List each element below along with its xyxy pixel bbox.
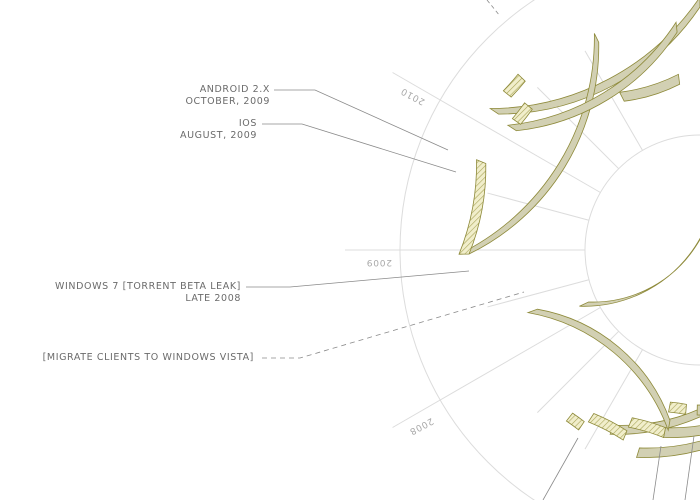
- year-label-2010: 2010: [399, 85, 427, 106]
- release-band-hatched-segment: [587, 413, 628, 441]
- release-band: [619, 73, 681, 102]
- leader-bottom-1: [542, 437, 579, 500]
- annotation-ios: IOS AUGUST, 2009: [180, 118, 257, 142]
- leader-android: [274, 89, 449, 151]
- leader-top: [486, 0, 501, 17]
- year-label-2008: 2008: [407, 415, 435, 436]
- leader-ios: [262, 123, 457, 173]
- annotation-android: ANDROID 2.X OCTOBER, 2009: [185, 84, 270, 108]
- annotation-vista-title: [MIGRATE CLIENTS TO WINDOWS VISTA]: [42, 352, 254, 363]
- grid-circle: [584, 134, 700, 366]
- leader-windows7: [246, 270, 470, 288]
- release-band: [696, 404, 700, 416]
- annotation-vista: [MIGRATE CLIENTS TO WINDOWS VISTA]: [43, 352, 254, 364]
- annotation-windows7-title: WINDOWS 7 [TORRENT BETA LEAK]: [55, 281, 241, 292]
- annotation-android-date: OCTOBER, 2009: [185, 96, 270, 107]
- grid-spoke: [487, 192, 590, 221]
- annotation-ios-date: AUGUST, 2009: [179, 130, 257, 141]
- grid-spoke: [392, 307, 601, 428]
- release-band: [636, 440, 700, 458]
- release-band: [609, 408, 700, 435]
- annotation-windows7: WINDOWS 7 [TORRENT BETA LEAK] LATE 2008: [55, 281, 241, 305]
- leader-bottom-3: [684, 435, 695, 500]
- annotation-ios-title: IOS: [238, 118, 257, 129]
- release-band-hatched-segment: [502, 73, 526, 98]
- annotation-android-title: ANDROID 2.X: [199, 84, 270, 95]
- release-band-hatched-segment: [458, 159, 487, 255]
- release-band-hatched-segment: [511, 102, 533, 125]
- release-band: [506, 21, 678, 132]
- leader-vista: [262, 291, 525, 359]
- release-band: [526, 308, 671, 432]
- release-band-hatched-segment: [668, 401, 687, 415]
- release-bands: [458, 0, 700, 458]
- leader-lines: [246, 0, 695, 500]
- year-label-2009: 2009: [366, 257, 392, 267]
- annotation-windows7-date: LATE 2008: [185, 293, 241, 304]
- leader-bottom-2: [652, 445, 662, 500]
- grid-spoke: [392, 72, 601, 193]
- release-band: [579, 237, 700, 307]
- release-band-hatched-segment: [565, 412, 585, 431]
- release-band-hatched-segment: [627, 417, 666, 439]
- grid-spoke: [487, 279, 590, 308]
